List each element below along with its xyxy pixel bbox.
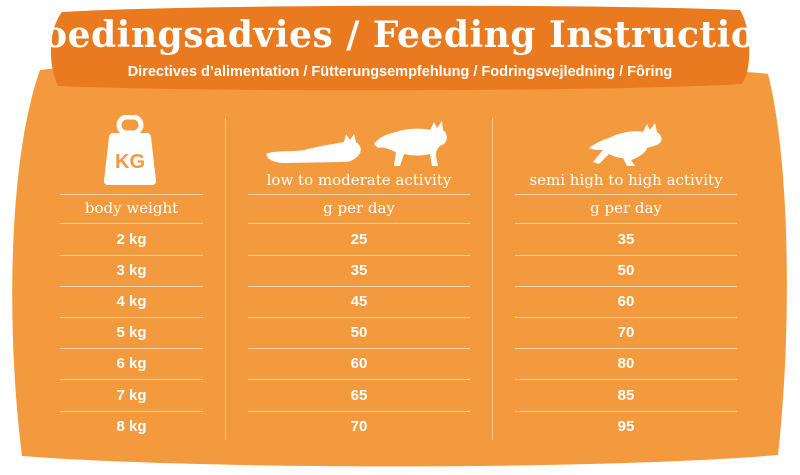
low-activity-cell: 35: [350, 262, 368, 279]
running-cat-icon: [589, 123, 662, 166]
table-rule: [248, 379, 470, 380]
page-subtitle: Directives d’alimentation / Fütterungsem…: [127, 64, 673, 80]
high-activity-cell: 95: [617, 418, 635, 435]
orange-panel: [12, 64, 787, 467]
low-activity-cell: 60: [350, 355, 368, 372]
low-activity-column: low to moderate activity g per day 25 35…: [248, 0, 470, 475]
table-rule: [60, 286, 203, 287]
table-rule: [60, 348, 203, 349]
table-rule: [248, 411, 470, 412]
high-activity-cell: 70: [617, 324, 635, 341]
table-rule: [515, 223, 737, 224]
page-title: Voedingsadvies / Feeding Instruction: [17, 14, 783, 56]
high-activity-cell: 60: [617, 293, 635, 310]
table-rule: [60, 194, 203, 195]
low-activity-header: low to moderate activity: [266, 171, 452, 189]
table-rule: [60, 317, 203, 318]
column-divider-2: [492, 118, 493, 440]
table-rule: [60, 379, 203, 380]
table-rule: [515, 317, 737, 318]
weight-cell: 3 kg: [116, 262, 147, 279]
table-rule: [515, 194, 737, 195]
table-rule: [60, 223, 203, 224]
high-activity-unit-header: g per day: [590, 199, 662, 217]
weight-cell: 2 kg: [116, 231, 147, 248]
walking-cat-icon: [374, 121, 447, 166]
table-rule: [60, 255, 203, 256]
lying-cat-icon: [266, 134, 361, 163]
weight-icon-label: KG: [115, 151, 145, 173]
high-activity-header: semi high to high activity: [529, 171, 723, 189]
low-activity-cell: 25: [350, 231, 368, 248]
table-rule: [515, 411, 737, 412]
weight-cell: 7 kg: [116, 387, 147, 404]
column-divider-1: [225, 118, 226, 440]
weight-cell: 8 kg: [116, 418, 147, 435]
weight-cell: 6 kg: [116, 355, 147, 372]
table-rule: [515, 379, 737, 380]
table-rule: [248, 348, 470, 349]
table-rule: [515, 348, 737, 349]
title-banner: [50, 5, 750, 91]
high-activity-cell: 35: [617, 231, 635, 248]
high-activity-cell: 85: [617, 387, 635, 404]
table-rule: [515, 286, 737, 287]
high-activity-cell: 50: [617, 262, 635, 279]
weight-column: body weight 2 kg 3 kg 4 kg 5 kg 6 kg 7 k…: [60, 0, 203, 475]
table-rule: [60, 411, 203, 412]
table-rule: [248, 317, 470, 318]
low-activity-cell: 50: [350, 324, 368, 341]
low-activity-cell: 65: [350, 387, 368, 404]
weight-cell: 5 kg: [116, 324, 147, 341]
table-rule: [248, 223, 470, 224]
weight-cell: 4 kg: [116, 293, 147, 310]
table-rule: [248, 286, 470, 287]
low-activity-cell: 70: [350, 418, 368, 435]
table-rule: [248, 255, 470, 256]
high-activity-column: semi high to high activity g per day 35 …: [515, 0, 737, 475]
table-rule: [515, 255, 737, 256]
weight-kg-icon: KG: [104, 115, 156, 185]
low-activity-unit-header: g per day: [323, 199, 395, 217]
weight-column-header: body weight: [84, 199, 179, 217]
table-rule: [248, 194, 470, 195]
high-activity-cell: 80: [617, 355, 635, 372]
low-activity-cell: 45: [350, 293, 368, 310]
